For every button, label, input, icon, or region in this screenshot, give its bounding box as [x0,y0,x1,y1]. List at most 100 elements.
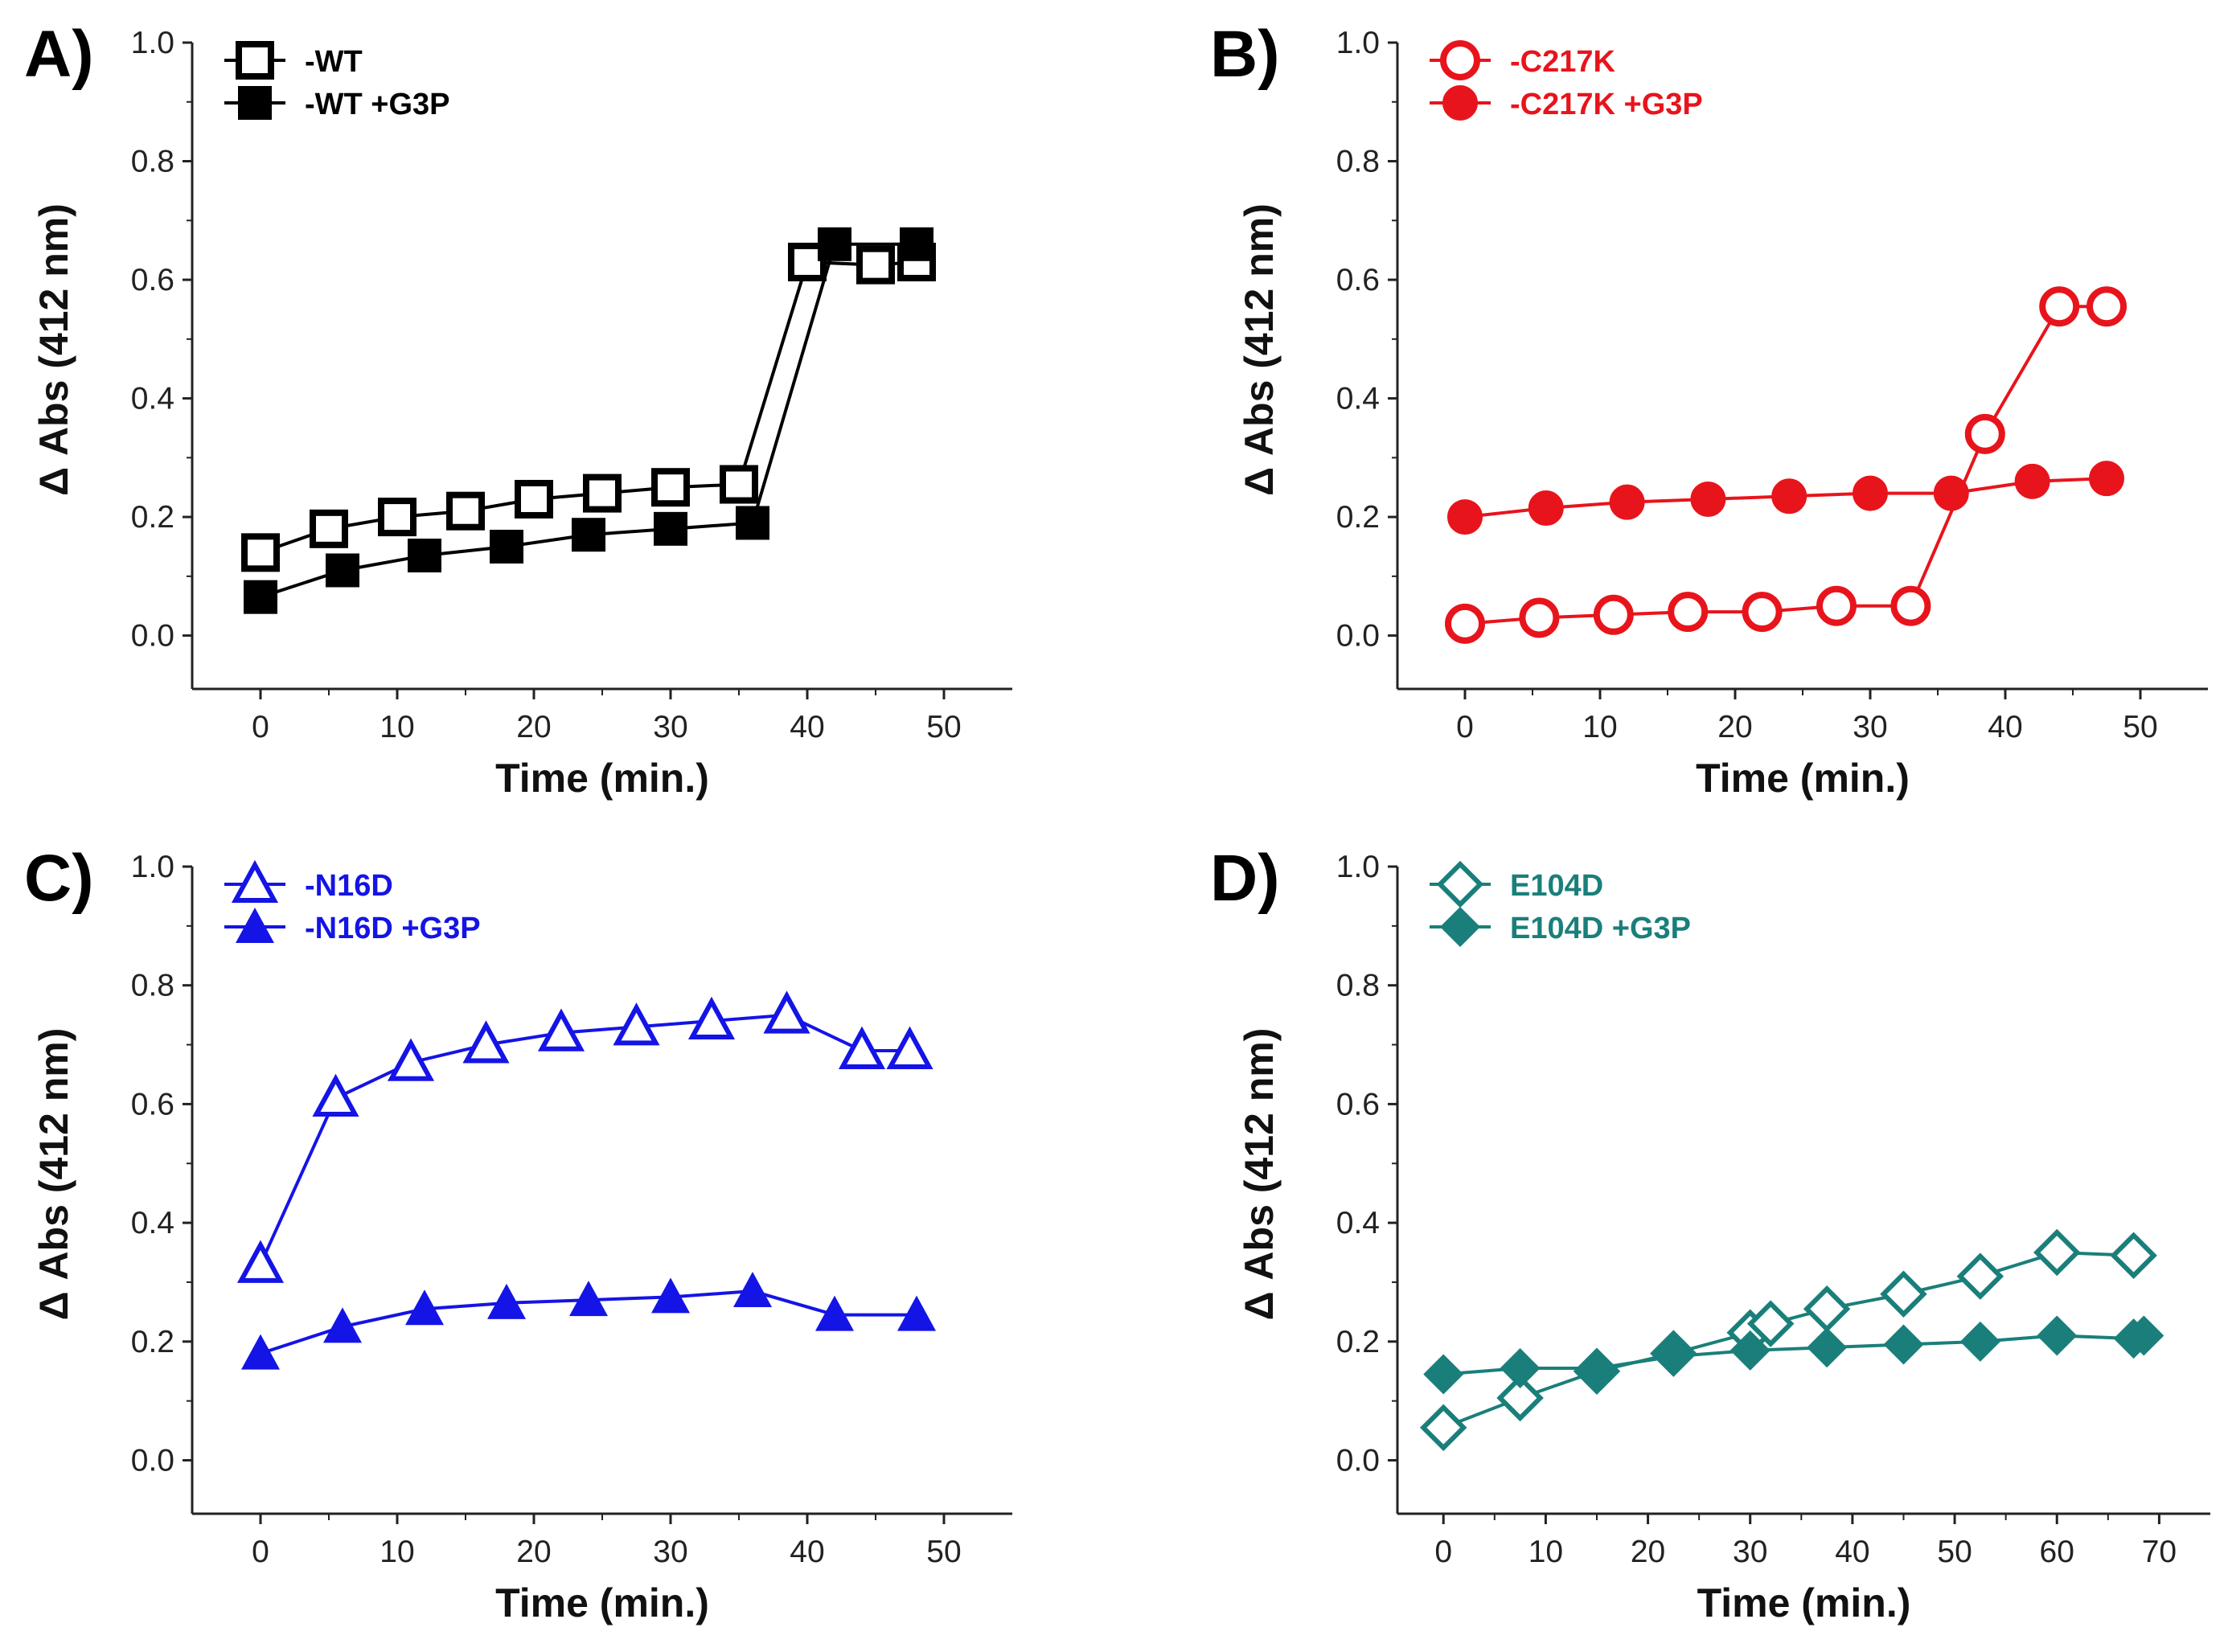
data-point [2039,286,2080,327]
data-point [310,509,348,548]
x-tick-label: 0 [1434,1535,1452,1569]
y-tick-label: 0.4 [1336,1206,1380,1240]
data-point [236,1240,285,1283]
data-point [1816,585,1857,626]
data-point [1496,1374,1544,1422]
data-point [515,479,553,519]
series-0: E104D [1419,860,2157,1452]
data-point [1746,1300,1795,1347]
data-point [720,465,758,504]
legend-label: -WT +G3P [305,88,450,121]
x-tick-label: 10 [1582,710,1617,744]
data-point [651,1277,690,1314]
data-point [241,1334,280,1370]
data-point [1423,1354,1464,1395]
data-point [323,1307,362,1343]
data-point [1528,490,1564,527]
data-point [2110,1232,2157,1279]
data-point [687,996,736,1040]
legend-marker [231,859,279,903]
data-point [1593,594,1634,635]
legend-label: -WT [305,45,363,79]
series-0: -C217K [1430,40,2127,644]
legend-marker [238,86,272,120]
data-point [569,1281,608,1317]
legend-marker [1436,860,1484,908]
legend-marker [1440,40,1480,80]
legend-label: -N16D [305,869,393,903]
x-tick-label: 40 [790,1535,824,1569]
data-point [2086,286,2127,327]
y-tick-label: 0.8 [131,145,174,179]
legend-label: E104D +G3P [1510,912,1691,945]
series-0: -N16D [224,859,933,1283]
data-point [1959,1321,2000,1362]
data-point [838,1026,886,1069]
data-point [241,533,280,572]
data-point [2014,463,2050,499]
data-point [897,1295,936,1331]
data-point [446,491,485,531]
data-point [1956,1252,2004,1300]
data-point [378,498,416,537]
data-point [900,227,933,261]
data-point [2037,1315,2078,1356]
x-tick-label: 0 [252,710,269,744]
legend-marker [236,41,274,80]
y-tick-label: 0.2 [1336,500,1380,535]
y-tick-label: 0.8 [1336,969,1380,1003]
x-tick-label: 30 [653,710,687,744]
legend-marker [236,908,274,943]
y-tick-label: 0.0 [131,619,174,654]
data-point [1653,1336,1694,1377]
y-tick-label: 1.0 [1336,26,1380,60]
series-1: E104D +G3P [1423,907,2164,1395]
data-point [1883,1324,1924,1365]
x-tick-label: 40 [1988,710,2022,744]
data-point [1609,484,1645,520]
x-tick-label: 30 [1853,710,1887,744]
data-point [1729,1330,1771,1371]
data-point [815,1295,854,1331]
y-axis-title: Δ Abs (412 nm) [31,1028,76,1321]
legend-marker [1440,907,1480,947]
x-tick-label: 20 [1717,710,1752,744]
y-tick-label: 0.8 [131,969,174,1003]
data-point [654,511,687,546]
data-point [1933,475,1969,511]
series-1: -C217K +G3P [1430,85,2124,535]
y-tick-label: 0.6 [131,1087,174,1121]
data-point [1890,585,1931,626]
panel-label: A) [24,18,94,91]
data-point [387,1038,435,1081]
data-point [1771,478,1807,514]
series-line [1442,1251,2134,1429]
x-tick-label: 20 [1631,1535,1665,1569]
x-tick-label: 50 [1937,1535,1972,1569]
data-point [572,518,605,552]
y-tick-label: 0.6 [1336,1087,1380,1121]
x-axis-title: Time (min.) [495,756,709,801]
panel-label: B) [1210,18,1280,91]
data-point [1803,1285,1851,1333]
y-tick-label: 0.4 [1336,382,1380,416]
data-point [1742,592,1783,633]
y-tick-label: 1.0 [131,26,174,60]
data-point [2089,461,2124,497]
data-point [736,506,769,540]
data-point [1690,481,1726,517]
data-point [1419,1404,1467,1452]
panel-b: 0.0 0.2 0.4 0.6 0.8 1.0 0 10 20 30 40 50 Time (min.)… [1210,18,2208,801]
x-tick-label: 50 [2123,710,2157,744]
panel-label: C) [24,842,94,915]
x-axis-title: Time (min.) [495,1580,709,1625]
x-tick-label: 40 [1835,1535,1869,1569]
series-line [259,1013,910,1265]
x-tick-label: 60 [2040,1535,2074,1569]
data-point [1668,592,1709,633]
data-point [1445,603,1485,644]
y-tick-label: 1.0 [131,850,174,884]
y-tick-label: 0.2 [131,1325,174,1359]
x-tick-label: 0 [1456,710,1474,744]
x-tick-label: 40 [790,710,824,744]
